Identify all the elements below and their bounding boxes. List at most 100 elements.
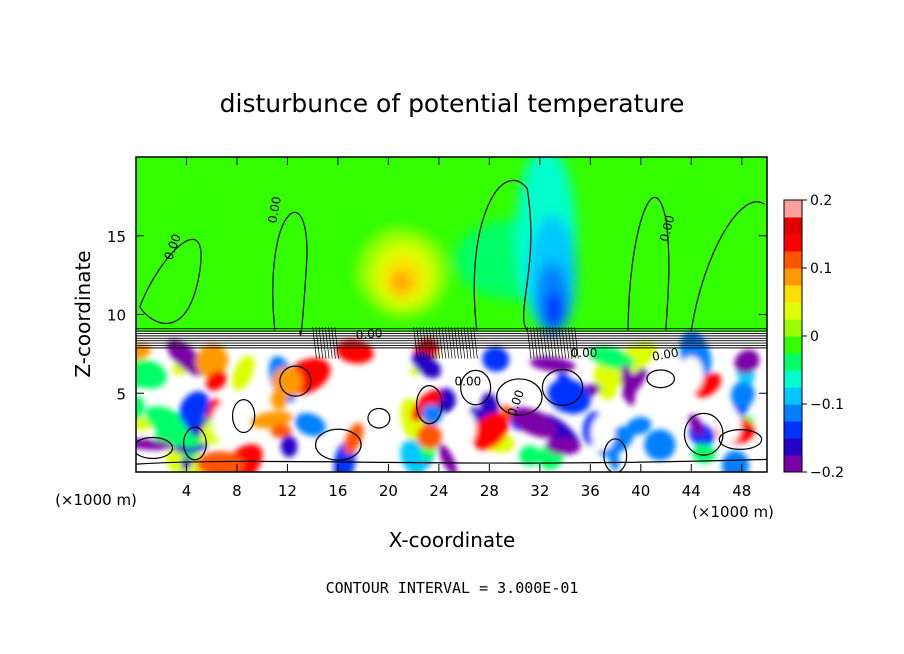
field-blob bbox=[250, 411, 293, 429]
x-unit-left: (×1000 m) bbox=[55, 491, 137, 509]
x-tick-label: 48 bbox=[732, 482, 751, 500]
x-tick-label: 24 bbox=[429, 482, 448, 500]
field-blob bbox=[343, 422, 364, 455]
colorbar-swatch bbox=[784, 387, 802, 405]
x-tick-label: 44 bbox=[682, 482, 701, 500]
contour-cluster-line bbox=[321, 327, 327, 359]
contour-loop bbox=[541, 368, 584, 406]
colorbar-swatch bbox=[784, 302, 802, 320]
contour-label: 0.00 bbox=[651, 345, 680, 363]
contour-cluster-line bbox=[419, 327, 425, 359]
contour-cluster-line bbox=[413, 327, 418, 359]
contour-cluster-line bbox=[536, 327, 541, 359]
contour-cluster-line bbox=[441, 327, 447, 359]
colorbar-tick-label: 0 bbox=[810, 329, 819, 345]
tropopause-band bbox=[136, 327, 767, 359]
contour-label: 0.00 bbox=[657, 214, 677, 243]
field-blob bbox=[412, 351, 442, 379]
contour-cluster-line bbox=[429, 327, 434, 359]
x-tick-label: 16 bbox=[328, 482, 347, 500]
contour-label: 0.00 bbox=[265, 195, 283, 224]
plot-area bbox=[136, 157, 767, 472]
field-blob bbox=[270, 389, 288, 410]
field-blob bbox=[721, 450, 750, 472]
colorbar-swatch bbox=[784, 404, 802, 422]
contour-cluster-line bbox=[470, 327, 475, 359]
contour-cluster-line bbox=[539, 327, 544, 359]
field-blob bbox=[195, 344, 229, 378]
field-blob bbox=[688, 414, 705, 437]
x-tick-label: 8 bbox=[232, 482, 242, 500]
contour-cluster-line bbox=[463, 327, 469, 359]
colorbar-swatch bbox=[784, 455, 802, 473]
colorbar-swatch bbox=[784, 268, 802, 286]
contour-cluster-line bbox=[334, 327, 339, 359]
white-core bbox=[452, 409, 477, 446]
contour-line bbox=[139, 238, 202, 324]
field-blob bbox=[529, 356, 576, 372]
contour-cluster-line bbox=[533, 327, 538, 359]
contour-cluster-line bbox=[457, 327, 462, 359]
contour-cluster-line bbox=[422, 327, 428, 359]
contour-cluster-line bbox=[318, 327, 324, 359]
contour-cluster-line bbox=[545, 327, 551, 359]
colorbar-swatch bbox=[784, 438, 802, 456]
contour-loop bbox=[314, 428, 362, 461]
contour-cluster-line bbox=[567, 327, 573, 359]
colorbar-swatch bbox=[784, 336, 802, 354]
x-axis: 4 8 12 16 20 24 28 32 36 40 44 48 bbox=[182, 157, 751, 500]
field-blob bbox=[392, 272, 411, 294]
colorbar-tick-label: 0.1 bbox=[810, 261, 832, 277]
field-blob bbox=[280, 435, 298, 458]
contour-cluster-line bbox=[425, 327, 431, 359]
field-blob bbox=[438, 444, 457, 472]
x-tick-label: 40 bbox=[631, 482, 650, 500]
chart-title: disturbunce of potential temperature bbox=[220, 89, 685, 118]
field-blob bbox=[179, 391, 210, 425]
contour-loop bbox=[231, 399, 256, 434]
field-blob bbox=[205, 370, 227, 391]
contour-label-layer: 0.000.000.000.000.000.000.000.00 bbox=[161, 195, 679, 417]
contour-lines bbox=[136, 179, 767, 472]
contour-cluster-line bbox=[558, 327, 563, 359]
contour-cluster-line bbox=[454, 327, 459, 359]
field-blob bbox=[167, 339, 206, 376]
x-axis-label: X-coordinate bbox=[389, 528, 516, 552]
colorbar-swatch bbox=[784, 251, 802, 269]
contour-loop bbox=[718, 429, 763, 451]
contour-cluster-line bbox=[571, 327, 576, 359]
contour-cluster-line bbox=[324, 327, 330, 359]
contour-cluster-line bbox=[328, 327, 333, 359]
y-tick-label: 10 bbox=[107, 307, 126, 325]
y-tick-label: 15 bbox=[107, 228, 126, 246]
contour-loop bbox=[279, 365, 312, 397]
colorbar-tick-label: 0.2 bbox=[810, 193, 832, 209]
contour-line bbox=[272, 211, 308, 336]
contour-cluster-line bbox=[438, 327, 444, 359]
contour-cluster-line bbox=[548, 327, 554, 359]
field-blob bbox=[416, 423, 442, 449]
contour-cluster-line bbox=[542, 327, 548, 359]
contour-label: 0.00 bbox=[455, 374, 482, 388]
contour-loop bbox=[460, 369, 492, 406]
contour-cluster-line bbox=[460, 327, 466, 359]
contour-cluster-line bbox=[416, 327, 421, 359]
x-tick-label: 32 bbox=[530, 482, 549, 500]
contour-cluster-line bbox=[315, 327, 320, 359]
field-blob bbox=[692, 443, 717, 464]
white-core bbox=[212, 403, 237, 440]
x-tick-label: 12 bbox=[278, 482, 297, 500]
contour-cluster-line bbox=[447, 327, 453, 359]
y-axis-label: Z-coordinate bbox=[71, 250, 95, 377]
colorbar-swatch bbox=[784, 217, 802, 235]
colorbar: 0.2 0.1 0 −0.1 −0.2 bbox=[783, 193, 844, 481]
y-tick-label: 5 bbox=[116, 385, 126, 403]
field-blob bbox=[545, 437, 581, 455]
y-axis: 5 10 15 bbox=[107, 228, 767, 403]
contour-line bbox=[136, 458, 767, 465]
field-blob bbox=[544, 291, 565, 328]
field-blob bbox=[272, 366, 303, 397]
contour-loop bbox=[183, 426, 207, 461]
contour-interval-note: CONTOUR INTERVAL = 3.000E-01 bbox=[326, 579, 579, 597]
contour-cluster-line bbox=[552, 327, 557, 359]
